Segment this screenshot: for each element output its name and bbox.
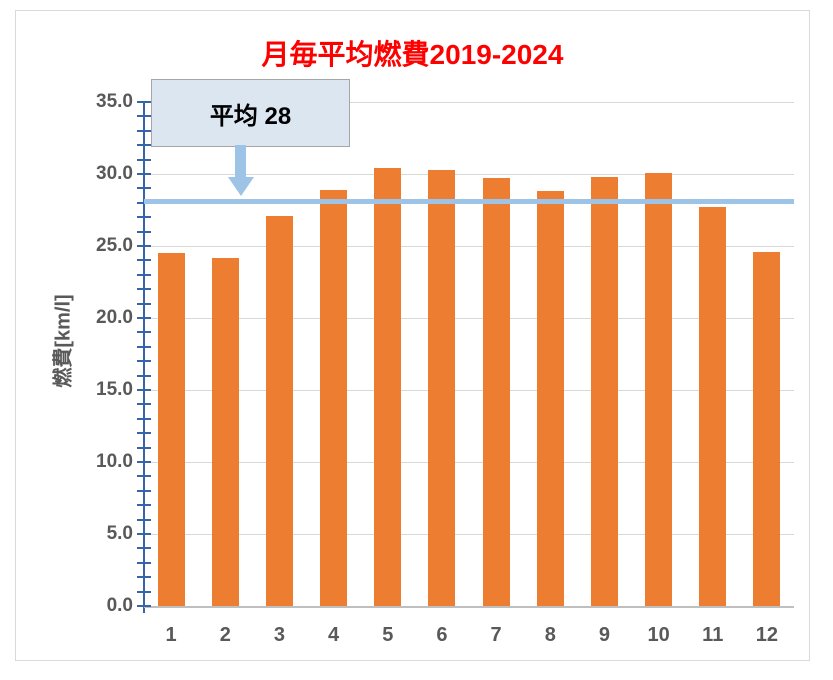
- y-axis-minor-tick: [137, 317, 151, 319]
- bar-month-8: [536, 191, 564, 606]
- bar-month-6: [428, 169, 456, 606]
- y-axis-minor-tick: [137, 360, 151, 363]
- x-axis-line: [144, 606, 794, 608]
- y-axis-line: [143, 102, 145, 613]
- x-axis-tick-label: 2: [219, 624, 231, 646]
- y-axis-minor-tick: [137, 345, 151, 348]
- bar-month-5: [374, 168, 402, 606]
- bar-month-2: [211, 257, 239, 606]
- y-axis-minor-tick: [137, 518, 151, 521]
- bar-month-12: [753, 251, 781, 606]
- y-axis-minor-tick: [137, 158, 151, 161]
- gridline: [144, 174, 794, 175]
- bar-month-10: [645, 172, 673, 606]
- y-axis-tick-label: 20.0: [96, 307, 133, 328]
- y-axis-minor-tick: [137, 446, 151, 449]
- y-axis-minor-tick: [137, 561, 151, 564]
- chart-frame: 月毎平均燃費2019-2024 燃費[km/l] 平均 28 0.0 5.0 10.…: [15, 10, 810, 661]
- gridline: [144, 246, 794, 247]
- y-axis-minor-tick: [137, 101, 151, 103]
- x-axis-tick-label: 3: [273, 624, 285, 646]
- y-axis-minor-tick: [137, 432, 151, 435]
- y-axis-minor-tick: [137, 403, 151, 406]
- bar-month-3: [265, 215, 293, 606]
- gridline: [144, 462, 794, 463]
- annotation-arrow-shaft: [235, 145, 246, 178]
- y-axis-tick-label: 25.0: [96, 235, 133, 256]
- y-axis-tick-label: 0.0: [106, 595, 133, 616]
- y-axis-minor-tick: [137, 288, 151, 291]
- bar-month-1: [157, 253, 185, 606]
- y-axis-tick-label: 15.0: [96, 379, 133, 400]
- average-annotation-callout: 平均 28: [151, 79, 350, 147]
- y-axis-minor-tick: [137, 173, 151, 175]
- x-axis-tick-label: 8: [544, 624, 556, 646]
- x-axis-tick-label: 11: [702, 624, 724, 646]
- y-axis-minor-tick: [137, 302, 151, 305]
- y-axis-minor-tick: [137, 590, 151, 593]
- bar-month-7: [482, 178, 510, 606]
- y-axis-minor-tick: [137, 187, 151, 190]
- average-annotation-label: 平均 28: [209, 102, 292, 130]
- x-axis-tick-label: 12: [755, 624, 779, 646]
- bar-month-9: [590, 176, 618, 606]
- y-axis-minor-tick: [137, 489, 151, 492]
- y-axis-minor-tick: [137, 389, 151, 391]
- y-axis-minor-tick: [137, 374, 151, 377]
- y-axis-minor-tick: [137, 216, 151, 219]
- y-axis-minor-tick: [137, 504, 151, 507]
- average-reference-line: [144, 198, 794, 204]
- annotation-arrow-head-icon: [228, 177, 254, 196]
- y-axis-minor-tick: [137, 547, 151, 550]
- y-axis-minor-tick: [137, 245, 151, 247]
- y-axis-minor-tick: [137, 273, 151, 276]
- y-axis-minor-tick: [137, 129, 151, 132]
- x-axis-tick-label: 5: [382, 624, 394, 646]
- gridline: [144, 390, 794, 391]
- gridline: [144, 102, 794, 103]
- y-axis-minor-tick: [137, 230, 151, 233]
- y-axis-tick-label: 5.0: [106, 523, 133, 544]
- y-axis-minor-tick: [137, 417, 151, 420]
- y-axis-minor-tick: [137, 475, 151, 478]
- gridline: [144, 534, 794, 535]
- y-axis-minor-tick: [137, 115, 151, 118]
- x-axis-tick-label: 4: [328, 624, 340, 646]
- y-axis-minor-tick: [137, 576, 151, 579]
- x-axis-tick-label: 1: [165, 624, 177, 646]
- gridline: [144, 318, 794, 319]
- y-axis-minor-tick: [137, 461, 151, 463]
- x-axis-tick-label: 7: [490, 624, 502, 646]
- chart-title: 月毎平均燃費2019-2024: [261, 39, 564, 70]
- bar-month-11: [699, 207, 727, 606]
- y-axis-tick-label: 10.0: [96, 451, 133, 472]
- y-axis-minor-tick: [137, 605, 151, 607]
- y-axis-tick-label: 30.0: [96, 163, 133, 184]
- plot-area: [137, 101, 794, 613]
- y-axis-minor-tick: [137, 533, 151, 535]
- y-axis-tick-label: 35.0: [96, 91, 133, 112]
- bar-month-4: [320, 189, 348, 606]
- x-axis-tick-label: 9: [598, 624, 610, 646]
- y-axis-title: 燃費[km/l]: [52, 294, 75, 388]
- y-axis-minor-tick: [137, 331, 151, 334]
- x-axis-tick-label: 10: [647, 624, 670, 646]
- y-axis-minor-tick: [137, 259, 151, 262]
- x-axis-tick-label: 6: [436, 624, 448, 646]
- y-axis-minor-tick: [137, 144, 151, 147]
